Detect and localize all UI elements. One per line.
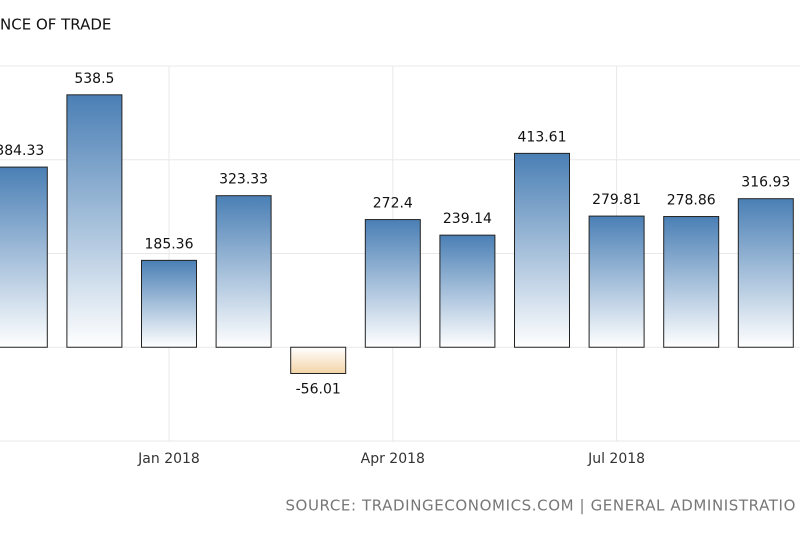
value-label: 316.93	[741, 175, 790, 191]
value-label: -56.01	[296, 382, 341, 398]
value-label: 185.36	[145, 236, 194, 252]
bar	[737, 198, 794, 348]
x-tick-label: Jul 2018	[587, 451, 645, 467]
bar	[66, 94, 123, 348]
bar	[290, 346, 347, 375]
x-tick-label: Jan 2018	[137, 451, 200, 467]
value-label: 413.61	[518, 129, 567, 145]
x-tick-label: Apr 2018	[361, 451, 425, 467]
value-label: 239.14	[443, 211, 492, 227]
bar	[141, 259, 197, 348]
bar	[0, 166, 48, 348]
value-label: 279.81	[592, 192, 641, 208]
chart-title: NCE OF TRADE	[0, 16, 111, 34]
bar	[364, 219, 421, 348]
bar	[514, 152, 570, 348]
bar	[588, 215, 645, 348]
bar	[439, 234, 496, 348]
source: SOURCE: TRADINGECONOMICS.COM | GENERAL A…	[285, 497, 796, 515]
value-label: 278.86	[667, 193, 716, 209]
bar	[215, 195, 272, 348]
bar	[663, 216, 720, 348]
value-label: 384.33	[0, 143, 44, 159]
value-label: 272.4	[373, 196, 413, 212]
value-label: 538.5	[74, 71, 114, 87]
value-label: 323.33	[219, 172, 268, 188]
